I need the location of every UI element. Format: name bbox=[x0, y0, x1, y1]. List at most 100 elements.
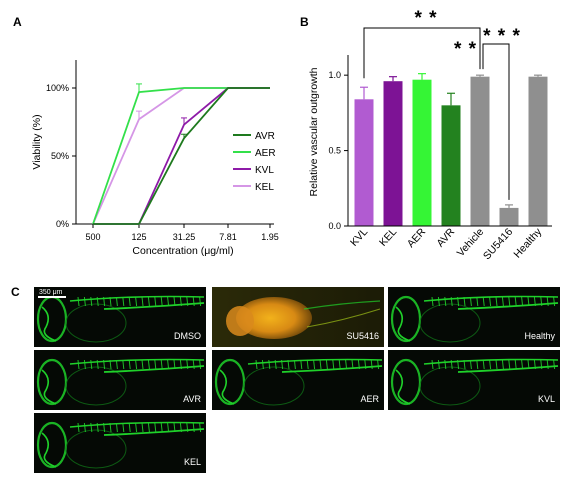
panel-label-a: A bbox=[13, 15, 22, 29]
viability-line-chart: 0% 50% 100% 500 125 31.25 7.81 1.95 AVR AER KVL KE… bbox=[31, 60, 279, 257]
intersegmental-vessel bbox=[527, 296, 530, 307]
chart-a-error-bars bbox=[136, 83, 187, 139]
intersegmental-vessel bbox=[109, 359, 112, 370]
intersegmental-vessel bbox=[300, 359, 303, 370]
intersegmental-vessel bbox=[135, 422, 138, 433]
intersegmental-vessel bbox=[476, 359, 479, 370]
intersegmental-vessel bbox=[281, 359, 284, 370]
intersegmental-vessel bbox=[553, 359, 556, 370]
intersegmental-vessel bbox=[128, 422, 131, 433]
intersegmental-vessel bbox=[147, 359, 150, 370]
intersegmental-vessel bbox=[457, 359, 460, 370]
chart-a-ticks: 0% 50% 100% 500 125 31.25 7.81 1.95 bbox=[46, 83, 279, 242]
intersegmental-vessel bbox=[527, 359, 530, 370]
intersegmental-vessel bbox=[122, 422, 125, 433]
intersegmental-vessel bbox=[274, 359, 277, 370]
chart-b-bar-kvl bbox=[354, 99, 374, 226]
intersegmental-vessel bbox=[96, 422, 99, 433]
scale-bar-label: 350 μm bbox=[39, 289, 63, 296]
intersegmental-vessel bbox=[482, 296, 485, 307]
chart-a-legend-label-kel: KEL bbox=[255, 182, 274, 193]
intersegmental-vessel bbox=[268, 359, 271, 370]
head-vessel bbox=[219, 369, 235, 405]
chart-b-significance-bracket bbox=[363, 27, 481, 79]
intersegmental-vessel bbox=[540, 359, 543, 370]
intersegmental-vessel bbox=[83, 422, 86, 433]
head-vasculature bbox=[36, 421, 68, 469]
intersegmental-vessel bbox=[338, 359, 341, 370]
intersegmental-vessel bbox=[437, 296, 440, 307]
intersegmental-vessel bbox=[83, 359, 86, 370]
intersegmental-vessel bbox=[431, 296, 434, 307]
intersegmental-vessel bbox=[514, 359, 517, 370]
intersegmental-vessel bbox=[463, 296, 466, 307]
intersegmental-vessel bbox=[135, 359, 138, 370]
chart-a-legend-label-avr: AVR bbox=[255, 131, 275, 142]
intersegmental-vessel bbox=[476, 296, 479, 307]
chart-b-bar-su5416 bbox=[499, 207, 519, 226]
intersegmental-vessel bbox=[160, 296, 163, 307]
chart-a-y-tick-label: 0% bbox=[56, 219, 69, 229]
intersegmental-vessel bbox=[357, 359, 360, 370]
chart-a-x-tick-label: 500 bbox=[85, 232, 100, 242]
head-vessel bbox=[41, 306, 57, 342]
intersegmental-vessel bbox=[186, 422, 189, 433]
fish-image-label: AER bbox=[360, 394, 379, 404]
fish-image-label: KEL bbox=[184, 457, 201, 467]
intersegmental-vessel bbox=[364, 359, 367, 370]
intersegmental-vessel bbox=[437, 359, 440, 370]
intersegmental-vessel bbox=[495, 359, 498, 370]
chart-a-y-axis-label: Viability (%) bbox=[31, 114, 43, 169]
intersegmental-vessel bbox=[508, 296, 511, 307]
chart-a-x-tick-label: 1.95 bbox=[261, 232, 279, 242]
intersegmental-vessel bbox=[154, 359, 157, 370]
axial-vessel bbox=[103, 302, 205, 310]
intersegmental-vessel bbox=[109, 296, 112, 307]
intersegmental-vessel bbox=[90, 422, 93, 433]
axial-vessel bbox=[103, 428, 205, 436]
chart-a-line-kvl bbox=[93, 87, 270, 225]
chart-a-x-tick-label: 125 bbox=[131, 232, 146, 242]
chart-b-category-label: KVL bbox=[348, 226, 370, 249]
chart-b-axes bbox=[347, 55, 552, 227]
yolk-outline bbox=[65, 429, 127, 469]
chart-b-category-label: SU5416 bbox=[481, 226, 515, 262]
intersegmental-vessel bbox=[141, 422, 144, 433]
head-vessel bbox=[41, 369, 57, 405]
intersegmental-vessel bbox=[167, 422, 170, 433]
intersegmental-vessel bbox=[83, 296, 86, 307]
intersegmental-vessel bbox=[463, 359, 466, 370]
chart-a-legend: AVR AER KVL KEL bbox=[233, 131, 276, 193]
fish-image-aer: AER bbox=[212, 350, 384, 410]
intersegmental-vessel bbox=[553, 296, 556, 307]
intersegmental-vessel bbox=[115, 422, 118, 433]
chart-a-x-tick-label: 31.25 bbox=[173, 232, 196, 242]
yolk-orange-shape bbox=[236, 297, 312, 339]
chart-b-bars bbox=[354, 76, 548, 226]
chart-b-bar-kel bbox=[383, 81, 403, 226]
intersegmental-vessel bbox=[128, 359, 131, 370]
intersegmental-vessel bbox=[501, 296, 504, 307]
intersegmental-vessel bbox=[325, 359, 328, 370]
intersegmental-vessel bbox=[103, 296, 106, 307]
intersegmental-vessel bbox=[199, 296, 202, 307]
intersegmental-vessel bbox=[501, 359, 504, 370]
intersegmental-vessel bbox=[167, 359, 170, 370]
chart-b-error-bars bbox=[360, 73, 542, 208]
intersegmental-vessel bbox=[179, 422, 182, 433]
head-vasculature bbox=[36, 358, 68, 406]
chart-a-lines bbox=[92, 87, 270, 225]
chart-b-y-tick-label: 1.0 bbox=[328, 70, 341, 80]
intersegmental-vessel bbox=[173, 422, 176, 433]
intersegmental-vessel bbox=[508, 359, 511, 370]
intersegmental-vessel bbox=[160, 359, 163, 370]
intersegmental-vessel bbox=[179, 296, 182, 307]
chart-a-legend-label-kvl: KVL bbox=[255, 165, 274, 176]
dorsal-vessel bbox=[303, 300, 381, 310]
intersegmental-vessel bbox=[469, 296, 472, 307]
scale-bar: 350 μm bbox=[38, 289, 66, 298]
intersegmental-vessel bbox=[287, 359, 290, 370]
intersegmental-vessel bbox=[521, 359, 524, 370]
fish-image-kvl: KVL bbox=[388, 350, 560, 410]
